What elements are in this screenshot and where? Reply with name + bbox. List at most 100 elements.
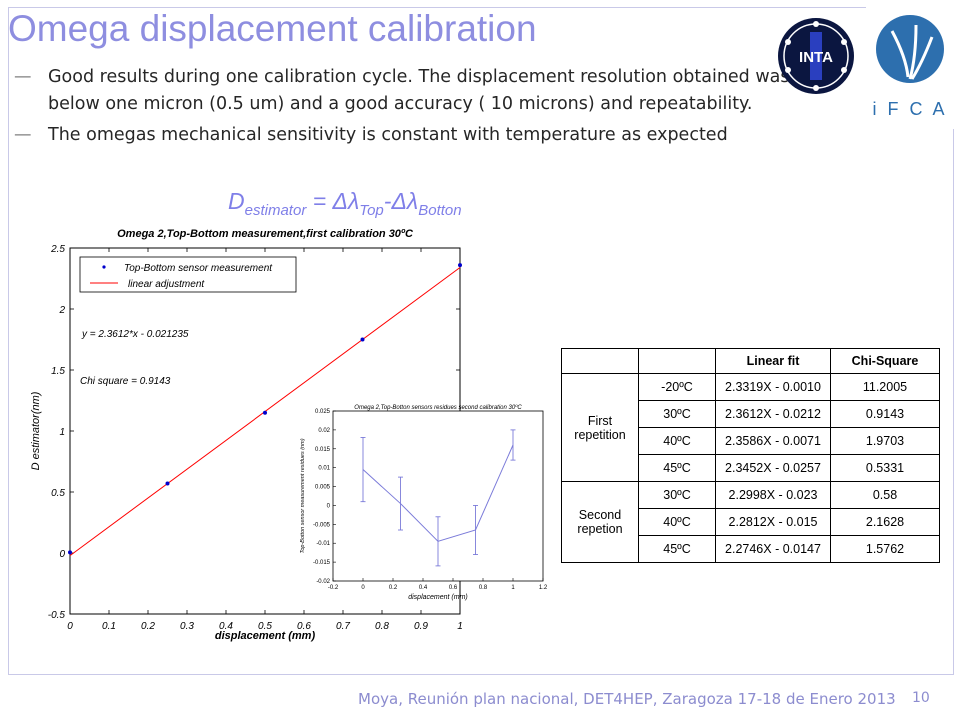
- inset-y-tick-label: 0: [327, 503, 331, 509]
- temp-cell: -20ºC: [638, 373, 716, 401]
- table-row: 45ºC 2.3452X - 0.0257 0.5331: [562, 454, 940, 482]
- inset-chart-ylabel: Top-Botton sensor measurement residues (…: [300, 438, 306, 553]
- formula-lhs-sub: estimator: [244, 202, 307, 219]
- bullet-marker: —: [14, 125, 32, 145]
- bullet-marker: —: [14, 67, 32, 87]
- bullet-list: — Good results during one calibration cy…: [14, 64, 804, 153]
- fit-cell: 2.3586X - 0.0071: [715, 427, 831, 455]
- chi-cell: 1.5762: [830, 535, 940, 563]
- x-tick-label: 0.6: [297, 621, 311, 632]
- formula-lhs: D: [228, 188, 245, 214]
- formula-top-sub: Top: [359, 202, 384, 219]
- data-point: [458, 263, 462, 268]
- main-chart-legend: Top-Bottom sensor measurement linear adj…: [79, 256, 297, 293]
- x-tick-label: 0.7: [336, 621, 350, 632]
- main-chart-ylabel: D estimator(nm): [30, 391, 42, 470]
- table-row: Second repetion 30ºC 2.2998X - 0.023 0.5…: [561, 481, 940, 563]
- inset-x-tick-label: 1.2: [539, 585, 548, 591]
- y-tick-label: 1.5: [51, 366, 65, 377]
- table-row: 30ºC 2.3612X - 0.0212 0.9143: [562, 400, 940, 428]
- temp-cell: 45ºC: [638, 454, 716, 482]
- inset-x-tick-label: 0.6: [449, 585, 458, 591]
- formula-eq: =: [306, 188, 333, 214]
- x-tick-label: 0.2: [141, 621, 155, 632]
- inset-chart-xlabel: displacement (mm): [408, 594, 468, 601]
- inset-x-tick-label: -0.2: [328, 585, 339, 591]
- chi-cell: 1.9703: [830, 427, 940, 455]
- chi-cell: 0.9143: [830, 400, 940, 428]
- inset-x-tick-label: 0.4: [419, 585, 428, 591]
- inset-chart: Omega 2,Top-Botton sensors residues seco…: [300, 404, 548, 601]
- inset-y-tick-label: 0.015: [315, 447, 331, 453]
- inset-x-tick-label: 0: [361, 585, 365, 591]
- chi-cell: 0.5331: [830, 454, 940, 482]
- table-row: 40ºC 2.3586X - 0.0071 1.9703: [562, 427, 940, 455]
- chi-cell: 0.58: [830, 481, 940, 509]
- group-label-second: Second repetion: [561, 481, 639, 563]
- inset-y-tick-label: -0.01: [316, 541, 330, 547]
- fit-cell: 2.3452X - 0.0257: [715, 454, 831, 482]
- temp-cell: 40ºC: [638, 508, 716, 536]
- table-header-cell: [638, 348, 716, 374]
- data-point: [263, 410, 267, 415]
- y-tick-label: 0: [59, 549, 65, 560]
- inset-x-tick-label: 0.8: [479, 585, 488, 591]
- table-header-row: Linear fit Chi-Square: [561, 348, 940, 374]
- calibration-table: Linear fit Chi-Square First repetition -…: [561, 348, 940, 563]
- bullet-text: Good results during one calibration cycl…: [48, 67, 790, 114]
- inset-chart-title: Omega 2,Top-Botton sensors residues seco…: [354, 404, 522, 411]
- formula-bottom-sub: Botton: [418, 202, 462, 219]
- fit-cell: 2.3612X - 0.0212: [715, 400, 831, 428]
- x-tick-label: 0.5: [258, 621, 272, 632]
- x-tick-label: 0.8: [375, 621, 389, 632]
- inta-logo: INTA: [778, 18, 854, 94]
- table-header-linear-fit: Linear fit: [715, 348, 831, 374]
- inset-y-tick-label: 0.01: [318, 466, 330, 472]
- formula-minus: -: [383, 188, 392, 214]
- data-point: [165, 481, 170, 486]
- residue-line: [362, 444, 514, 542]
- bullet-text: The omegas mechanical sensitivity is con…: [48, 125, 728, 145]
- inset-y-tick-label: 0.005: [315, 485, 331, 491]
- inset-x-tick-label: 1: [511, 585, 515, 591]
- x-tick-label: 0.3: [180, 621, 194, 632]
- inta-logo-text: INTA: [799, 49, 833, 66]
- inset-y-tick-label: -0.005: [313, 522, 331, 528]
- data-point: [68, 550, 72, 555]
- legend-entry-fit: linear adjustment: [128, 279, 205, 290]
- formula-delta-top: Δλ: [332, 188, 360, 214]
- inset-y-tick-label: -0.015: [313, 560, 331, 566]
- table-row: First repetition -20ºC 2.3319X - 0.0010 …: [561, 373, 940, 482]
- group-label-first: First repetition: [561, 373, 639, 482]
- fit-cell: 2.3319X - 0.0010: [715, 373, 831, 401]
- legend-entry-measurement: Top-Bottom sensor measurement: [124, 263, 273, 274]
- temp-cell: 30ºC: [638, 481, 716, 509]
- y-tick-label: 2.5: [50, 244, 65, 255]
- x-tick-label: 0: [67, 621, 73, 632]
- y-tick-label: 0.5: [51, 488, 65, 499]
- page-number: 10: [912, 690, 930, 706]
- fit-equation-annotation: y = 2.3612*x - 0.021235: [81, 329, 189, 340]
- bullet-item: — The omegas mechanical sensitivity is c…: [14, 122, 804, 149]
- ifca-logo-text: i F C A: [872, 99, 947, 119]
- chi-square-annotation: Chi square = 0.9143: [80, 376, 171, 387]
- inset-x-tick-label: 0.2: [389, 585, 398, 591]
- table-header-chi-square: Chi-Square: [830, 348, 940, 374]
- fit-cell: 2.2812X - 0.015: [715, 508, 831, 536]
- table-row: 45ºC 2.2746X - 0.0147 1.5762: [562, 535, 940, 563]
- footer-citation: Moya, Reunión plan nacional, DET4HEP, Za…: [358, 690, 896, 708]
- x-tick-label: 0.9: [414, 621, 428, 632]
- inset-y-tick-label: -0.02: [316, 579, 330, 585]
- main-chart-xlabel: displacement (mm): [215, 630, 316, 642]
- bullet-item: — Good results during one calibration cy…: [14, 64, 804, 118]
- slide-title: Omega displacement calibration: [8, 8, 537, 49]
- inset-y-tick-label: 0.02: [318, 428, 330, 434]
- x-tick-label: 0.1: [102, 621, 116, 632]
- temp-cell: 30ºC: [638, 400, 716, 428]
- data-point: [360, 337, 365, 342]
- x-tick-label: 1: [457, 621, 463, 632]
- y-tick-label: -0.5: [48, 610, 66, 621]
- chi-cell: 11.2005: [830, 373, 940, 401]
- formula: Destimator = ΔλTop-ΔλBotton: [228, 188, 462, 219]
- y-tick-label: 1: [59, 427, 65, 438]
